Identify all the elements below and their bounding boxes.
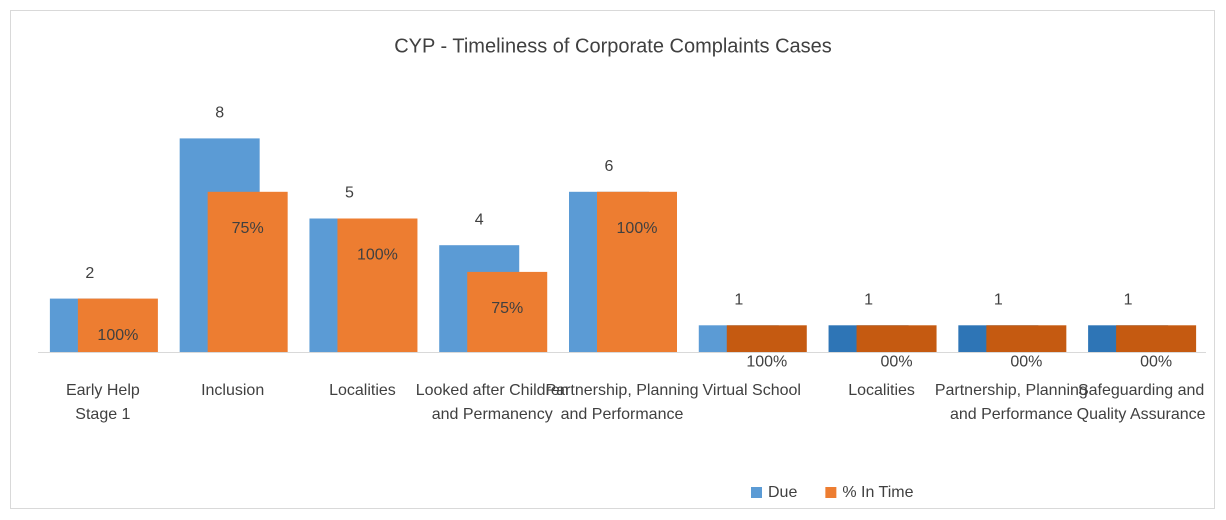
data-label: 00%: [1140, 354, 1172, 371]
data-label: 00%: [881, 354, 913, 371]
legend-swatch: [825, 487, 837, 498]
bar: [856, 325, 937, 352]
data-label: 6: [605, 158, 614, 175]
bar: [337, 218, 418, 352]
bar: [77, 298, 158, 352]
x-tick-label: Looked after Children and Permanency: [416, 382, 569, 423]
data-label: 2: [85, 265, 94, 282]
bar: [1116, 325, 1197, 352]
data-label: 8: [215, 105, 224, 122]
x-tick-label: Safeguarding and Quality Assurance: [1077, 382, 1206, 423]
data-label: 1: [1124, 292, 1133, 309]
x-tick-label: Virtual School: [703, 382, 801, 399]
bar: [726, 325, 807, 352]
data-label: 00%: [1010, 354, 1042, 371]
x-tick-label: Early Help Stage 1: [66, 382, 140, 423]
bar: [597, 191, 677, 352]
data-label: 100%: [617, 220, 658, 237]
chart-title: CYP - Timeliness of Corporate Complaints…: [394, 35, 832, 57]
data-label: 100%: [97, 327, 138, 344]
data-label: 1: [994, 292, 1003, 309]
data-label: 100%: [746, 354, 787, 371]
data-label: 100%: [357, 247, 398, 264]
x-tick-label: Localities: [848, 382, 915, 399]
x-tick-label: Partnership, Planning and Performance: [546, 382, 699, 423]
bar: [986, 325, 1067, 352]
x-tick-label: Partnership, Planning and Performance: [935, 382, 1088, 423]
x-tick-label: Inclusion: [201, 382, 264, 399]
x-tick-label: Localities: [329, 382, 396, 399]
legend-label: % In Time: [842, 484, 913, 501]
legend-label: Due: [768, 484, 797, 501]
data-label: 75%: [232, 220, 264, 237]
data-label: 4: [475, 211, 484, 228]
bar: [467, 271, 548, 352]
data-label: 75%: [491, 300, 523, 317]
bar: [207, 191, 288, 352]
legend-swatch: [751, 487, 762, 498]
data-label: 1: [864, 292, 873, 309]
data-label: 5: [345, 185, 354, 202]
data-label: 1: [734, 292, 743, 309]
